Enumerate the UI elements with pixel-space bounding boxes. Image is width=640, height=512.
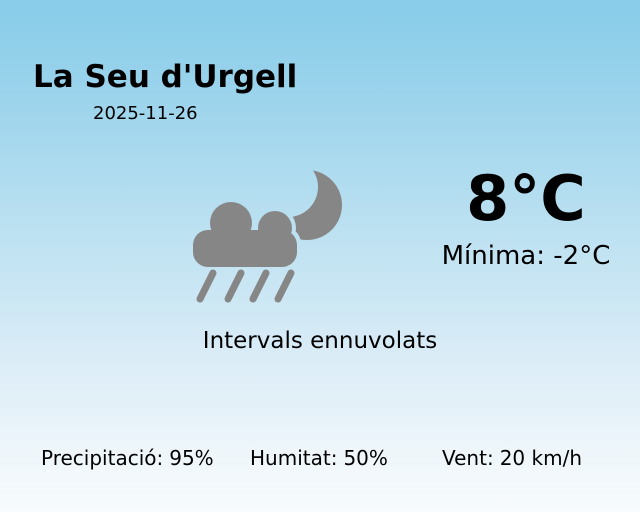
- current-temperature: 8°C: [466, 162, 586, 235]
- humidity-stat: Humitat: 50%: [250, 448, 388, 468]
- humidity-value: 50%: [343, 446, 388, 470]
- cloud-moon-rain-icon: [185, 160, 350, 310]
- minimum-temperature: Mínima: -2°C: [441, 241, 611, 271]
- wind-label: Vent:: [442, 446, 494, 470]
- precipitation-label: Precipitació:: [41, 446, 164, 470]
- wind-stat: Vent: 20 km/h: [442, 448, 582, 468]
- precipitation-value: 95%: [169, 446, 214, 470]
- rain-streaks: [196, 269, 295, 303]
- humidity-label: Humitat:: [250, 446, 338, 470]
- location-title: La Seu d'Urgell: [33, 59, 298, 95]
- forecast-date: 2025-11-26: [93, 103, 198, 124]
- cloud-shape: [193, 202, 297, 267]
- wind-value: 20 km/h: [499, 446, 582, 470]
- temperature-block: 8°C Mínima: -2°C: [411, 162, 640, 271]
- condition-text: Intervals ennuvolats: [202, 328, 438, 354]
- precipitation-stat: Precipitació: 95%: [41, 448, 214, 468]
